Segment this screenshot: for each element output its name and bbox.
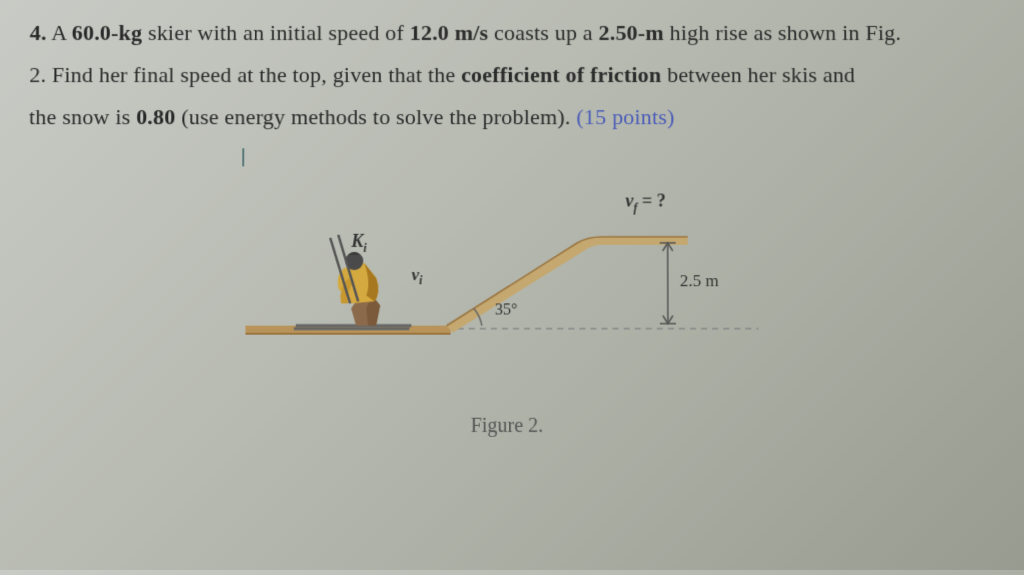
points-label: (15 points) <box>576 104 674 129</box>
coefficient-label: coefficient of friction <box>461 62 661 87</box>
problem-text: 4. A 60.0-kg skier with an initial speed… <box>29 12 985 138</box>
vf-label: vf = ? <box>625 191 665 216</box>
problem-number: 4. <box>30 20 47 45</box>
figure-diagram: Ki vi vf = ? 35° 2.5 m <box>245 173 769 395</box>
cursor-mark-icon <box>242 148 244 166</box>
slope-ramp <box>447 237 688 333</box>
mass-value: 60.0-kg <box>72 20 143 45</box>
coefficient-value: 0.80 <box>136 104 176 129</box>
height-value: 2.50-m <box>599 20 664 45</box>
height-label: 2.5 m <box>680 272 719 292</box>
speed-value: 12.0 m/s <box>410 20 489 45</box>
angle-label: 35° <box>495 302 518 320</box>
vi-label: vi <box>411 265 422 289</box>
figure-caption: Figure 2. <box>26 415 987 438</box>
ki-label: Ki <box>351 231 366 256</box>
